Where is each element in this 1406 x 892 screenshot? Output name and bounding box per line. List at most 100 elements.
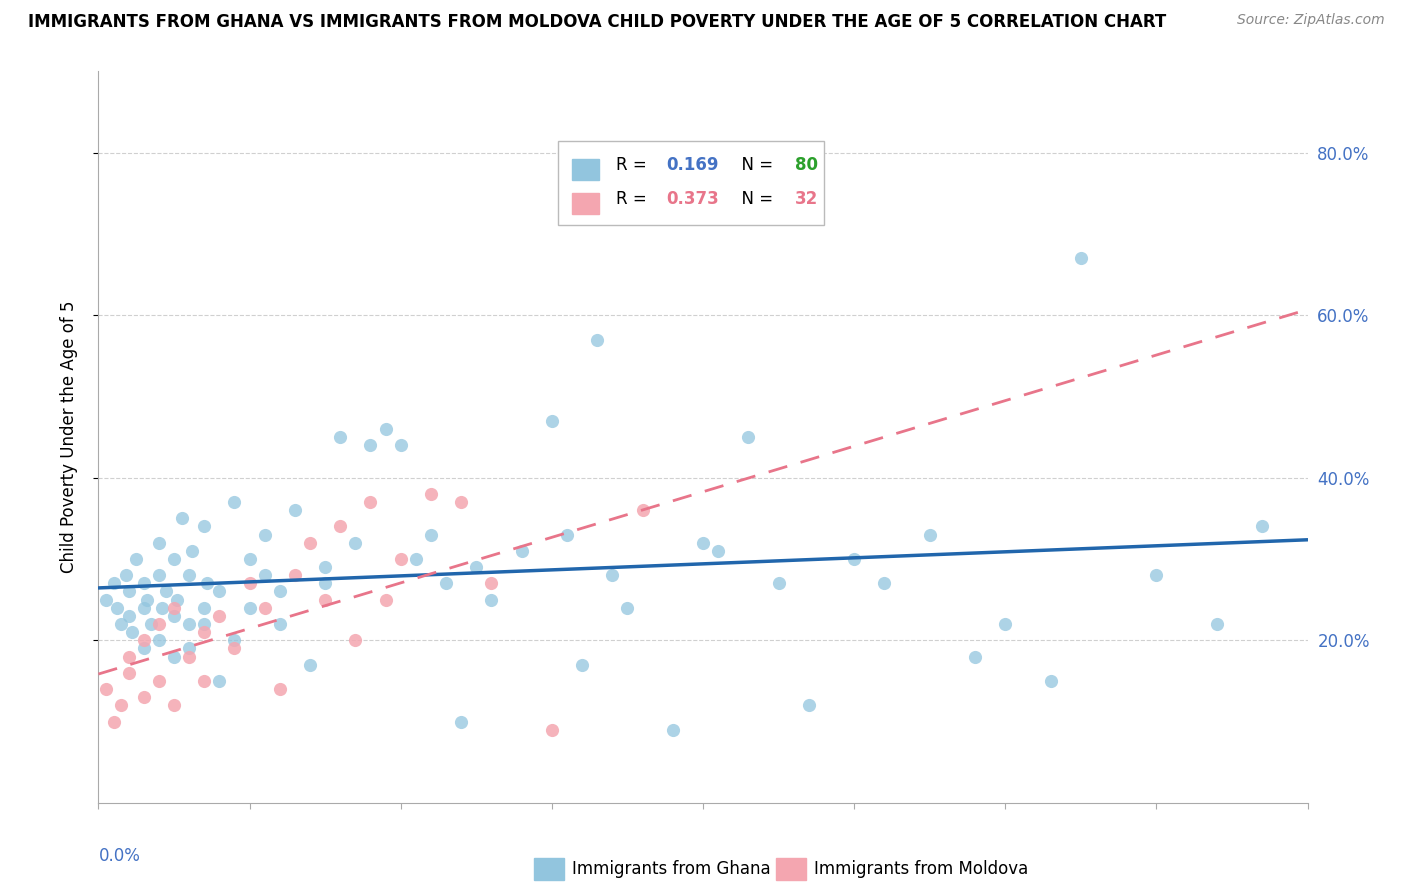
Point bbox=[692, 535, 714, 549]
Point bbox=[121, 625, 143, 640]
Point bbox=[195, 576, 218, 591]
Point bbox=[555, 527, 578, 541]
Point bbox=[918, 527, 941, 541]
Point bbox=[141, 617, 163, 632]
Point bbox=[239, 576, 262, 591]
Point bbox=[299, 535, 322, 549]
Point bbox=[125, 552, 148, 566]
Point bbox=[179, 568, 201, 582]
Point bbox=[148, 535, 170, 549]
Point bbox=[166, 592, 188, 607]
Point bbox=[163, 608, 186, 623]
Point bbox=[844, 552, 866, 566]
Point bbox=[540, 414, 562, 428]
Point bbox=[224, 495, 246, 509]
Point bbox=[163, 600, 186, 615]
Point bbox=[329, 519, 352, 533]
Point bbox=[118, 665, 141, 680]
Point bbox=[1206, 617, 1229, 632]
Point bbox=[374, 422, 396, 436]
Point bbox=[269, 617, 291, 632]
Point bbox=[132, 690, 155, 705]
Point bbox=[661, 723, 683, 737]
Point bbox=[768, 576, 790, 591]
Bar bbox=[572, 193, 599, 214]
Point bbox=[239, 552, 262, 566]
Point bbox=[155, 584, 177, 599]
Point bbox=[420, 487, 443, 501]
Point bbox=[163, 552, 186, 566]
Point bbox=[132, 633, 155, 648]
Point bbox=[314, 592, 336, 607]
Point bbox=[224, 633, 246, 648]
Text: Immigrants from Moldova: Immigrants from Moldova bbox=[814, 860, 1029, 878]
Point bbox=[540, 723, 562, 737]
Text: R =: R = bbox=[616, 190, 652, 209]
Point bbox=[208, 608, 231, 623]
Point bbox=[114, 568, 136, 582]
Point bbox=[163, 649, 186, 664]
Point bbox=[110, 698, 132, 713]
Point bbox=[797, 698, 820, 713]
Bar bbox=[534, 858, 564, 880]
Point bbox=[284, 503, 307, 517]
Point bbox=[344, 535, 367, 549]
Point bbox=[193, 673, 215, 688]
Point bbox=[239, 600, 262, 615]
Point bbox=[450, 495, 472, 509]
Point bbox=[181, 544, 204, 558]
Point bbox=[208, 673, 231, 688]
Point bbox=[118, 649, 141, 664]
Point bbox=[269, 681, 291, 696]
Point bbox=[284, 568, 307, 582]
Point bbox=[193, 625, 215, 640]
Point bbox=[389, 552, 412, 566]
Point bbox=[135, 592, 157, 607]
Point bbox=[94, 592, 117, 607]
Point bbox=[389, 438, 412, 452]
Text: 0.169: 0.169 bbox=[666, 156, 720, 174]
Point bbox=[253, 568, 276, 582]
Point bbox=[420, 527, 443, 541]
Point bbox=[873, 576, 896, 591]
Point bbox=[132, 576, 155, 591]
Point bbox=[193, 600, 215, 615]
Point bbox=[110, 617, 132, 632]
Point bbox=[269, 584, 291, 599]
Point bbox=[163, 698, 186, 713]
Point bbox=[299, 657, 322, 672]
Point bbox=[193, 519, 215, 533]
Text: 0.0%: 0.0% bbox=[98, 847, 141, 864]
Bar bbox=[776, 858, 806, 880]
Point bbox=[994, 617, 1017, 632]
Point bbox=[707, 544, 730, 558]
Point bbox=[631, 503, 654, 517]
Point bbox=[434, 576, 457, 591]
Point bbox=[314, 576, 336, 591]
Text: 0.373: 0.373 bbox=[666, 190, 720, 209]
Point bbox=[148, 673, 170, 688]
Point bbox=[616, 600, 638, 615]
Point bbox=[150, 600, 173, 615]
Point bbox=[1146, 568, 1168, 582]
Point bbox=[132, 600, 155, 615]
Point bbox=[405, 552, 427, 566]
Point bbox=[118, 608, 141, 623]
Point bbox=[510, 544, 533, 558]
Point bbox=[170, 511, 193, 525]
Point bbox=[1251, 519, 1274, 533]
Point bbox=[105, 600, 128, 615]
Text: R =: R = bbox=[616, 156, 652, 174]
Point bbox=[253, 527, 276, 541]
Point bbox=[602, 568, 624, 582]
Point bbox=[148, 568, 170, 582]
Point bbox=[253, 600, 276, 615]
Point bbox=[224, 641, 246, 656]
Point bbox=[571, 657, 593, 672]
Point bbox=[103, 576, 125, 591]
Y-axis label: Child Poverty Under the Age of 5: Child Poverty Under the Age of 5 bbox=[59, 301, 77, 574]
Bar bbox=[572, 159, 599, 179]
Text: 32: 32 bbox=[794, 190, 818, 209]
Point bbox=[329, 430, 352, 444]
Point bbox=[208, 584, 231, 599]
